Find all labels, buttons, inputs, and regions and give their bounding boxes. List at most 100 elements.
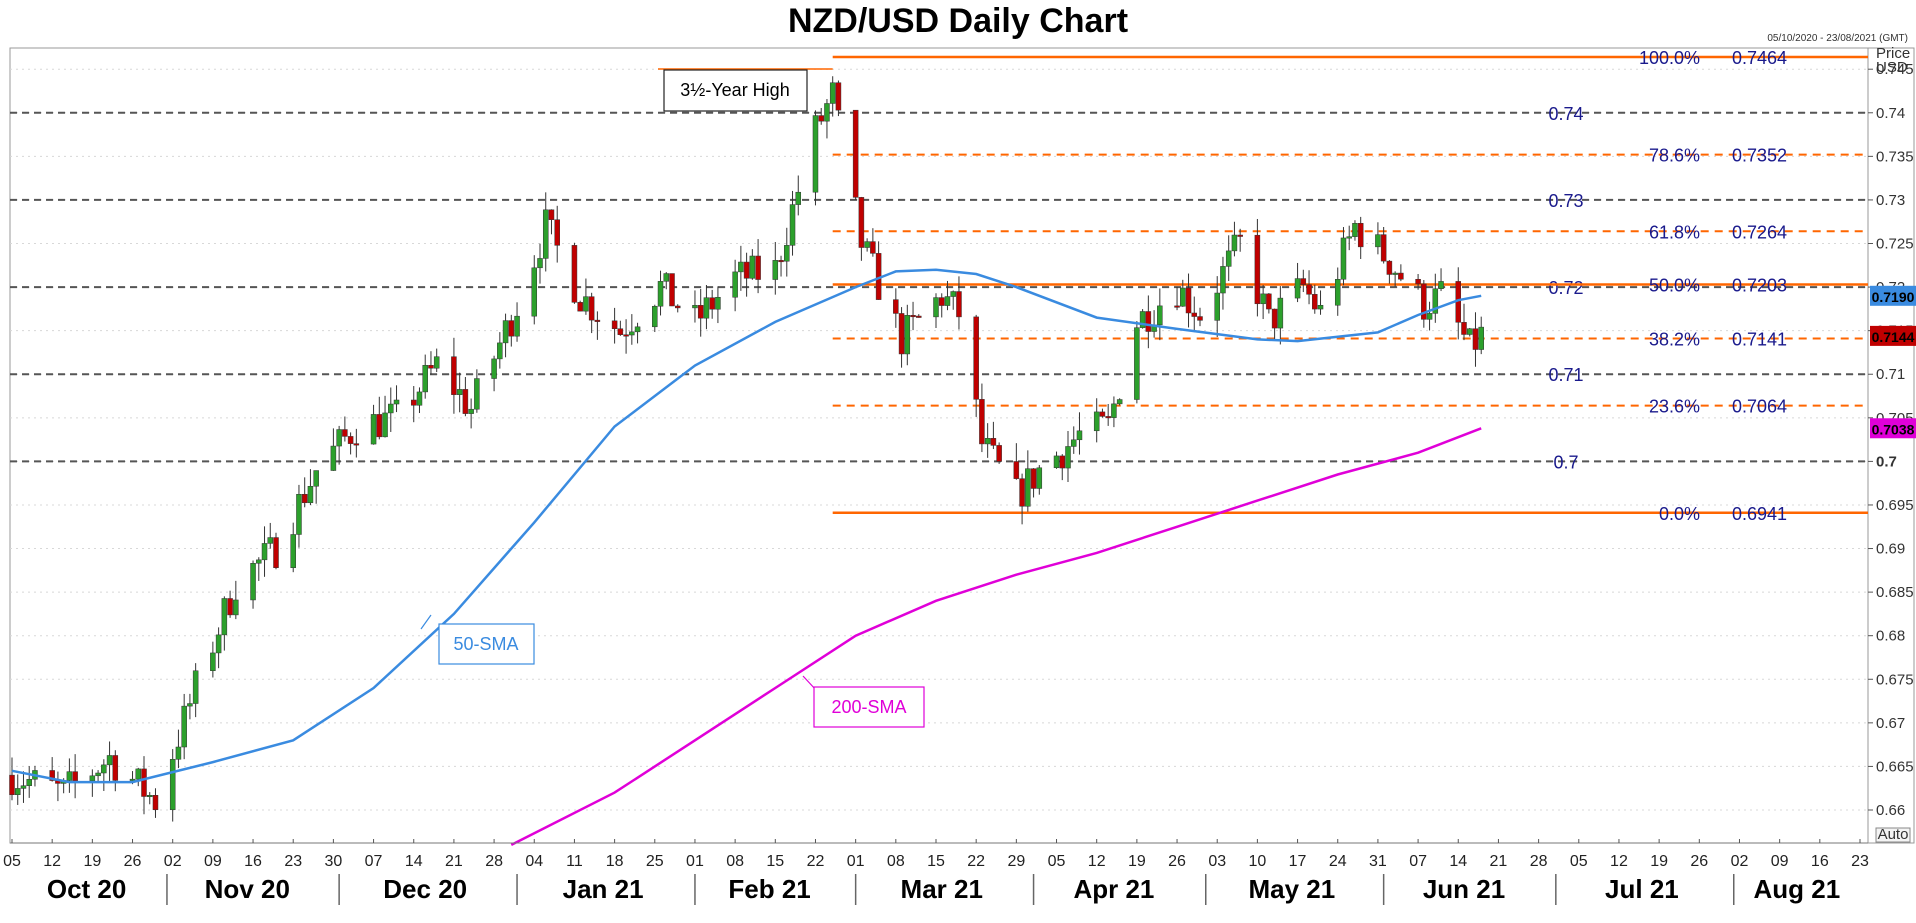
bull-candle	[382, 412, 388, 438]
bull-candle	[829, 82, 836, 104]
bull-candle	[290, 534, 296, 568]
bull-candle	[296, 494, 302, 535]
bear-candle	[554, 219, 560, 246]
bear-candle	[462, 389, 469, 414]
bull-candle	[984, 438, 991, 445]
bear-candle	[376, 414, 383, 438]
x-tick-label: 07	[1409, 853, 1427, 870]
bear-candle	[1030, 468, 1037, 489]
x-tick-label: 10	[1248, 853, 1266, 870]
bear-candle	[1197, 316, 1203, 321]
bull-candle	[313, 470, 319, 487]
bull-candle	[336, 429, 342, 447]
auto-scale-label: Auto	[1878, 826, 1909, 843]
y-tick-label: 0.66	[1876, 802, 1905, 819]
bear-candle	[141, 768, 147, 797]
level-label: 0.7	[1553, 452, 1578, 472]
bull-candle	[1111, 403, 1117, 418]
bull-candle	[221, 598, 228, 636]
bull-candle	[1352, 223, 1358, 237]
fib-pct-label: 61.8%	[1649, 222, 1700, 242]
month-label: Jun 21	[1423, 874, 1505, 904]
bull-candle	[514, 315, 520, 337]
bull-candle	[267, 537, 274, 544]
bull-candle	[261, 543, 268, 561]
chart-title: NZD/USD Daily Chart	[787, 2, 1129, 40]
bear-candle	[1380, 234, 1387, 262]
price-tag-label: 0.7038	[1872, 421, 1915, 437]
bull-candle	[1036, 467, 1043, 489]
x-tick-label: 24	[1329, 853, 1347, 870]
fib-value-label: 0.6941	[1732, 504, 1787, 524]
fib-pct-label: 23.6%	[1649, 397, 1700, 417]
x-tick-label: 12	[43, 853, 61, 870]
bull-candle	[1225, 250, 1232, 267]
bull-candle	[1294, 278, 1301, 299]
bear-candle	[594, 319, 601, 322]
x-tick-label: 23	[284, 853, 302, 870]
bear-candle	[1461, 322, 1467, 335]
month-label: Oct 20	[47, 874, 127, 904]
bull-candle	[1478, 326, 1484, 350]
bull-candle	[1070, 439, 1077, 447]
x-tick-label: 26	[1690, 853, 1708, 870]
bull-candle	[738, 261, 744, 273]
annotation-pointer	[420, 614, 432, 630]
bull-candle	[1134, 327, 1140, 400]
bear-candle	[755, 255, 761, 280]
x-tick-label: 05	[3, 853, 21, 870]
bull-candle	[1214, 292, 1220, 321]
bear-candle	[1415, 278, 1421, 285]
bear-candle	[1271, 308, 1278, 329]
bull-candle	[715, 296, 721, 310]
level-label: 0.73	[1548, 191, 1583, 211]
y-tick-label: 0.71	[1876, 366, 1905, 383]
price-tag-label: 0.7190	[1872, 289, 1915, 305]
x-tick-label: 28	[1530, 853, 1548, 870]
y-tick-label: 0.665	[1876, 758, 1914, 775]
x-tick-label: 18	[606, 853, 624, 870]
x-tick-label: 19	[1128, 853, 1146, 870]
bear-candle	[347, 436, 354, 444]
month-label: Apr 21	[1073, 874, 1154, 904]
x-tick-label: 09	[1771, 853, 1789, 870]
bear-candle	[1386, 260, 1393, 275]
x-tick-label: 07	[365, 853, 383, 870]
axis-unit-label: USD	[1876, 59, 1908, 76]
x-tick-label: 31	[1369, 853, 1387, 870]
bull-candle	[652, 305, 658, 328]
x-tick-label: 19	[83, 853, 101, 870]
plot-area	[9, 47, 1869, 844]
bear-candle	[152, 795, 159, 811]
bear-candle	[1266, 293, 1272, 310]
annotation-box	[813, 686, 925, 728]
annotation-50-sma: 50-SMA	[453, 634, 518, 654]
bull-candle	[944, 296, 951, 306]
bear-candle	[990, 438, 997, 446]
bull-candle	[1438, 281, 1444, 289]
bear-candle	[548, 209, 555, 220]
x-tick-label: 01	[686, 853, 704, 870]
x-tick-label: 16	[1811, 853, 1829, 870]
bear-candle	[870, 241, 876, 254]
x-tick-label: 05	[1570, 853, 1588, 870]
bear-candle	[577, 302, 583, 312]
price-tag	[1870, 325, 1916, 346]
bull-candle	[1346, 236, 1352, 239]
bull-candle	[256, 559, 262, 564]
bull-candle	[1375, 234, 1381, 248]
sma50-line	[11, 268, 1482, 784]
month-label: Nov 20	[205, 874, 290, 904]
bear-candle	[835, 82, 842, 111]
bull-candle	[1180, 287, 1186, 307]
bear-candle	[818, 115, 824, 122]
bull-candle	[795, 191, 802, 205]
x-tick-label: 17	[1289, 853, 1307, 870]
fib-pct-label: 0.0%	[1659, 504, 1700, 524]
x-tick-label: 21	[445, 853, 463, 870]
bull-candle	[388, 403, 394, 414]
bull-candle	[468, 408, 474, 414]
bear-candle	[451, 356, 457, 395]
x-tick-label: 15	[927, 853, 945, 870]
fib-value-label: 0.7464	[1732, 48, 1787, 68]
